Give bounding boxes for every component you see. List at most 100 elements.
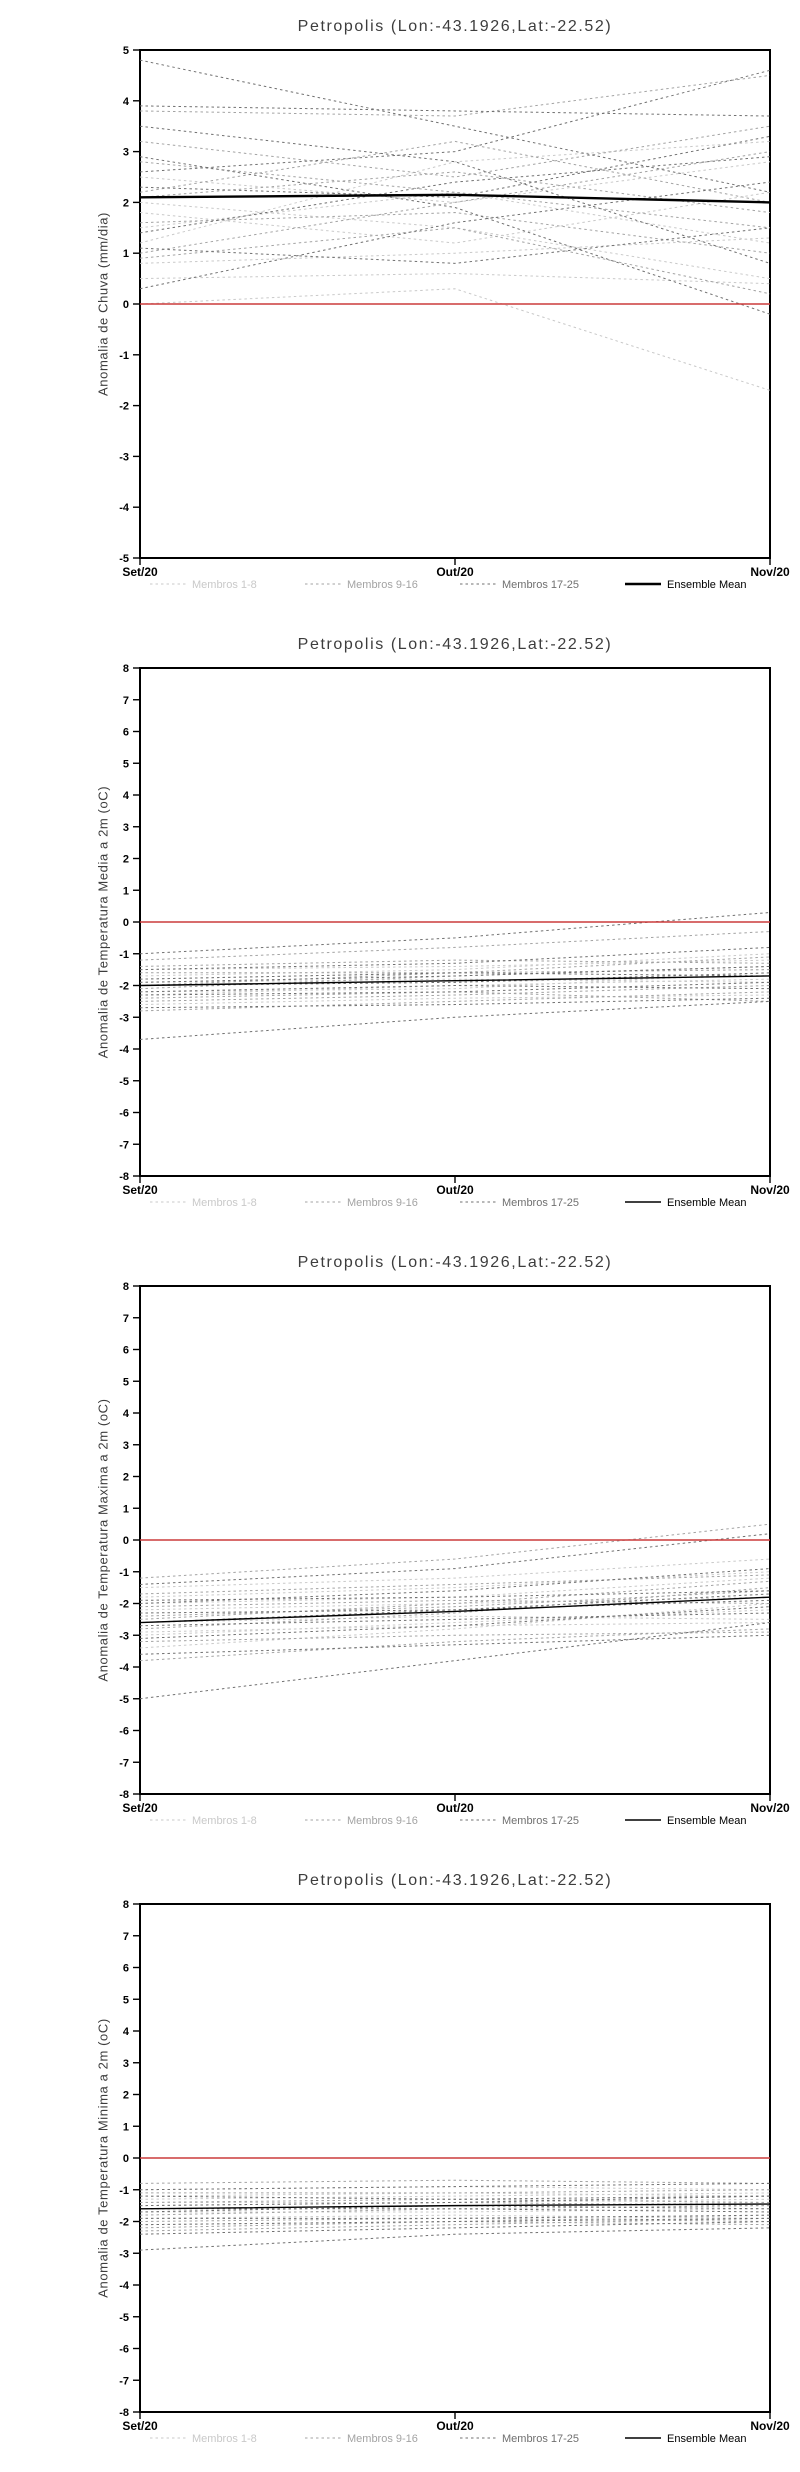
ensemble-member-line xyxy=(139,181,771,290)
ensemble-member-line xyxy=(139,1571,771,1598)
y-tick-label: 5 xyxy=(123,1994,129,2006)
legend-label: Ensemble Mean xyxy=(667,1197,747,1209)
ensemble-member-line xyxy=(139,2179,771,2184)
chart-panel-max-temperature-anomaly: Petropolis (Lon:-43.1926,Lat:-22.52) Ano… xyxy=(0,1236,800,1854)
legend-item: Ensemble Mean xyxy=(625,1815,747,1827)
plot-canvas: -5 -4 -3 -2 -1 0 1 2 3 4 5 Set/20 Out/20 Nov/20 Membro… xyxy=(119,45,790,591)
y-tick-label: -1 xyxy=(119,1567,129,1579)
y-tick-label: -1 xyxy=(119,350,129,362)
ensemble-member-line xyxy=(139,1000,771,1040)
ensemble-member-line xyxy=(139,237,771,264)
legend-label: Membros 17-25 xyxy=(502,579,579,591)
y-tick-label: 5 xyxy=(123,45,129,57)
y-tick-label: -5 xyxy=(119,1076,129,1088)
ensemble-member-line xyxy=(139,2217,771,2232)
legend-item: Membros 9-16 xyxy=(305,579,418,591)
y-tick-label: -2 xyxy=(119,2217,129,2229)
x-tick-label: Nov/20 xyxy=(750,2419,790,2433)
y-tick-label: 8 xyxy=(123,1281,129,1293)
y-tick-label: 4 xyxy=(123,96,130,108)
legend-item: Membros 17-25 xyxy=(460,579,579,591)
y-tick-label: 8 xyxy=(123,1899,129,1911)
legend-item: Membros 1-8 xyxy=(150,1815,257,1827)
y-tick-label: 1 xyxy=(123,2121,129,2133)
ensemble-member-line xyxy=(139,288,771,391)
ensemble-member-line xyxy=(139,991,771,1012)
legend-item: Membros 9-16 xyxy=(305,1197,418,1209)
ensemble-member-line xyxy=(139,1599,771,1608)
ensemble-member-line xyxy=(139,1634,771,1655)
ensemble-member-line xyxy=(139,953,771,977)
legend-label: Membros 9-16 xyxy=(347,1197,418,1209)
y-tick-label: -4 xyxy=(119,1044,130,1056)
y-tick-label: -3 xyxy=(119,1630,129,1642)
y-tick-label: -5 xyxy=(119,553,129,565)
ensemble-member-line xyxy=(139,1615,771,1624)
ensemble-member-line xyxy=(139,135,771,198)
y-tick-label: 0 xyxy=(123,1535,129,1547)
y-tick-label: 2 xyxy=(123,854,129,866)
ensemble-member-line xyxy=(139,1612,771,1627)
ensemble-member-line xyxy=(139,1631,771,1643)
x-tick-label: Set/20 xyxy=(122,1183,158,1197)
y-tick-label: -5 xyxy=(119,1694,129,1706)
y-tick-label: -8 xyxy=(119,1789,129,1801)
ensemble-member-line xyxy=(140,2189,771,2194)
y-tick-label: -1 xyxy=(119,949,129,961)
ensemble-member-line xyxy=(139,161,771,203)
ensemble-member-line xyxy=(139,972,771,980)
legend-item: Membros 17-25 xyxy=(460,1197,579,1209)
ensemble-member-line xyxy=(140,2208,771,2213)
ensemble-member-line xyxy=(139,1628,771,1662)
ensemble-member-line xyxy=(139,2182,771,2191)
ensemble-member-line xyxy=(139,965,771,983)
x-tick-label: Nov/20 xyxy=(750,1183,790,1197)
y-tick-label: -5 xyxy=(119,2312,129,2324)
y-tick-label: 8 xyxy=(123,663,129,675)
ensemble-member-line xyxy=(139,227,771,264)
x-tick-label: Out/20 xyxy=(436,2419,474,2433)
y-tick-label: -6 xyxy=(119,1726,129,1738)
ensemble-member-line xyxy=(139,994,771,1006)
legend-item: Membros 1-8 xyxy=(150,2433,257,2445)
y-tick-label: -7 xyxy=(119,1757,129,1769)
legend-item: Membros 1-8 xyxy=(150,1197,257,1209)
y-tick-label: -2 xyxy=(119,401,129,413)
y-tick-label: 4 xyxy=(123,790,130,802)
ensemble-member-line xyxy=(139,1568,771,1604)
ensemble-member-line xyxy=(139,2214,771,2219)
ensemble-member-line xyxy=(139,972,771,993)
ensemble-member-line xyxy=(139,140,771,203)
ensemble-member-line xyxy=(139,2217,771,2226)
y-tick-label: 3 xyxy=(123,2058,129,2070)
ensemble-member-line xyxy=(139,1574,771,1595)
legend-label: Ensemble Mean xyxy=(667,2433,747,2445)
ensemble-member-line xyxy=(139,1606,771,1639)
y-tick-label: 1 xyxy=(123,885,129,897)
ensemble-member-line xyxy=(139,156,771,315)
y-tick-label: -1 xyxy=(119,2185,129,2197)
y-tick-label: -6 xyxy=(119,2344,129,2356)
y-tick-label: -3 xyxy=(119,1012,129,1024)
y-tick-label: -4 xyxy=(119,1662,130,1674)
legend-label: Membros 1-8 xyxy=(192,1815,257,1827)
y-tick-label: -7 xyxy=(119,1139,129,1151)
legend-item: Membros 9-16 xyxy=(305,1815,418,1827)
ensemble-member-line xyxy=(139,140,771,244)
ensemble-member-line xyxy=(139,985,771,1002)
chart-title: Petropolis (Lon:-43.1926,Lat:-22.52) xyxy=(297,1254,613,1271)
ensemble-member-line xyxy=(139,74,771,117)
legend-item: Ensemble Mean xyxy=(625,1197,747,1209)
y-tick-label: -4 xyxy=(119,2280,130,2292)
y-tick-label: 2 xyxy=(123,2090,129,2102)
y-tick-label: -8 xyxy=(119,1171,129,1183)
ensemble-member-line xyxy=(139,1590,771,1617)
y-tick-label: 4 xyxy=(123,2026,130,2038)
y-tick-label: 6 xyxy=(123,1345,129,1357)
ensemble-member-line xyxy=(139,2192,771,2200)
y-tick-label: 2 xyxy=(123,1472,129,1484)
ensemble-member-line xyxy=(139,1523,771,1579)
ensemble-mean-line xyxy=(139,1596,771,1624)
y-tick-label: -3 xyxy=(119,2248,129,2260)
